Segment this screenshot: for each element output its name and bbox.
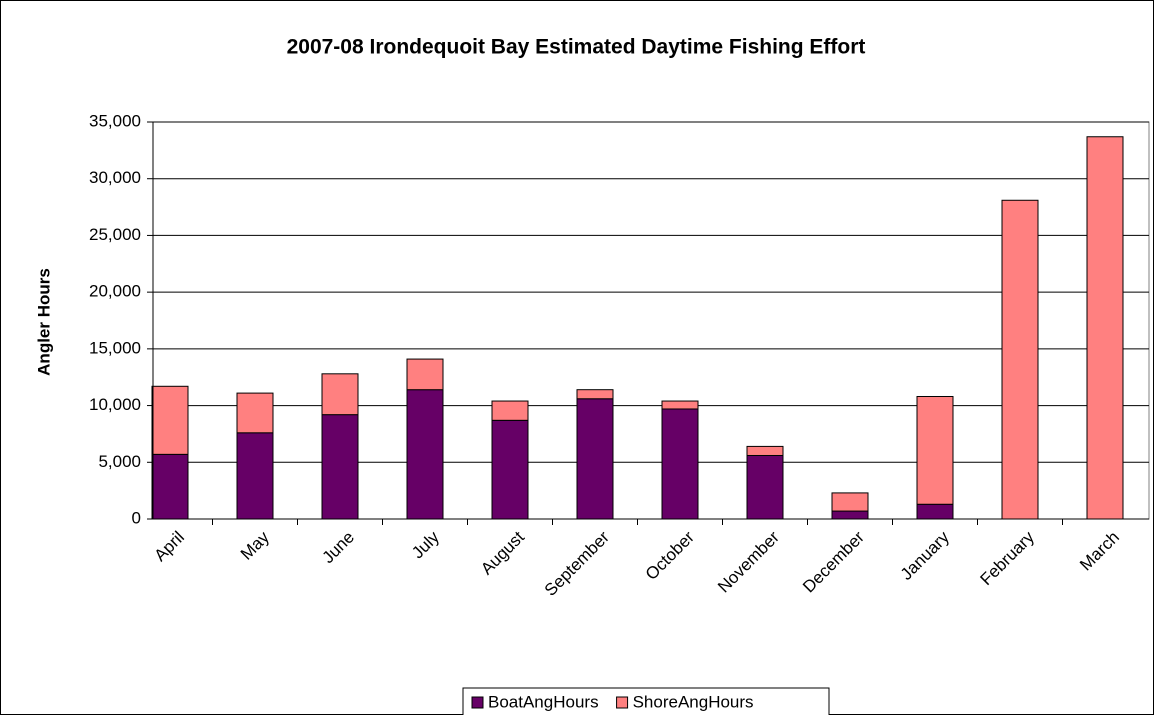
- bar-segment: [746, 445, 784, 456]
- y-tick-label: 25,000: [89, 225, 141, 244]
- bar-segment: [491, 400, 529, 421]
- bar-segment: [236, 432, 274, 520]
- y-tick-label: 30,000: [89, 168, 141, 187]
- bar-segment: [491, 419, 529, 520]
- plot-area: [152, 121, 1150, 520]
- legend-swatch: [616, 696, 629, 709]
- y-tick-label: 5,000: [98, 452, 141, 471]
- bar-segment: [1001, 199, 1039, 520]
- legend-swatch: [471, 696, 484, 709]
- bar-segment: [321, 414, 359, 520]
- y-tick-label: 20,000: [89, 282, 141, 301]
- bar-segment: [576, 389, 614, 400]
- y-tick-label: 35,000: [89, 111, 141, 130]
- bar-segment: [576, 398, 614, 520]
- bar-segment: [916, 395, 954, 505]
- bar-segment: [236, 392, 274, 434]
- y-tick-label: 15,000: [89, 338, 141, 357]
- bar-segment: [661, 400, 699, 410]
- bar-segment: [151, 385, 189, 455]
- bar-segment: [406, 389, 444, 520]
- legend-box: [462, 687, 830, 715]
- bar-segment: [661, 408, 699, 520]
- bar-segment: [746, 454, 784, 520]
- y-axis-label: Angler Hours: [34, 268, 53, 376]
- bar-segment: [151, 453, 189, 520]
- chart-title: 2007-08 Irondequoit Bay Estimated Daytim…: [287, 36, 866, 59]
- bar-segment: [406, 358, 444, 391]
- bar-segment: [321, 373, 359, 416]
- bar-segment: [916, 503, 954, 520]
- legend-label: ShoreAngHours: [633, 692, 754, 711]
- y-tick-label: 10,000: [89, 395, 141, 414]
- bar-segment: [831, 510, 869, 520]
- bar-segment: [831, 492, 869, 512]
- y-tick-label: 0: [132, 508, 141, 527]
- bar-segment: [1086, 136, 1124, 520]
- legend-label: BoatAngHours: [488, 692, 599, 711]
